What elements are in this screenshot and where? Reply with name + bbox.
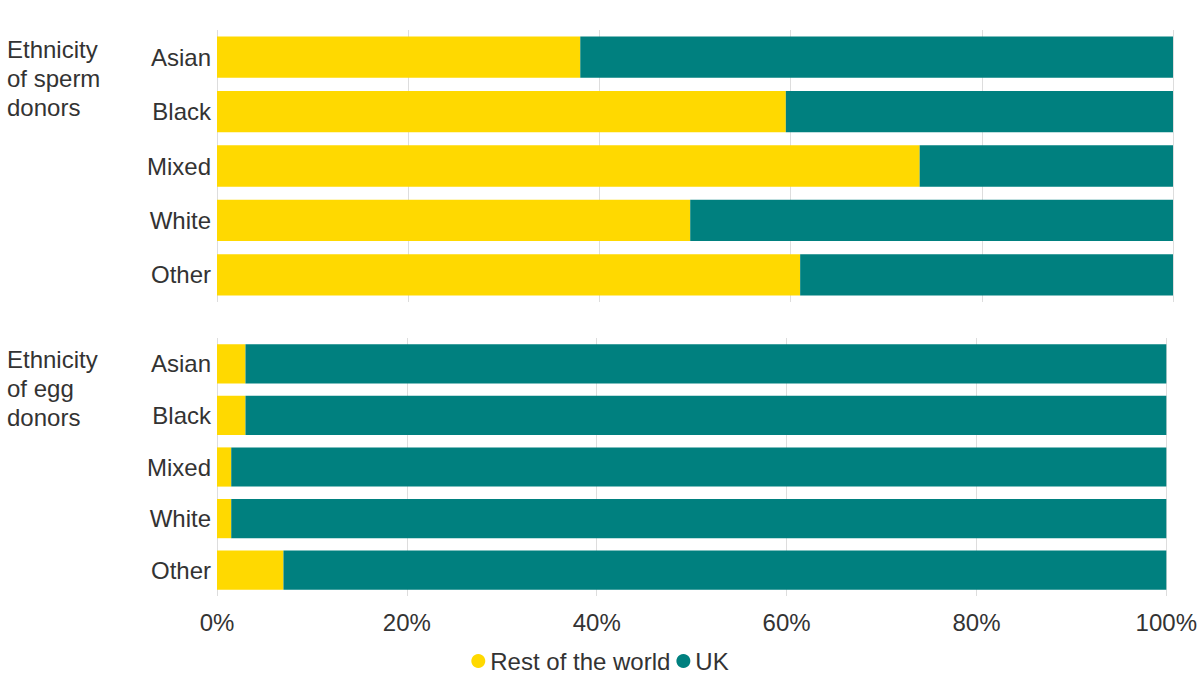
svg-text:White: White (150, 207, 211, 234)
svg-text:20%: 20% (383, 609, 431, 636)
svg-text:Rest of the world: Rest of the world (490, 648, 670, 675)
svg-text:Black: Black (152, 98, 212, 125)
svg-text:100%: 100% (1136, 609, 1197, 636)
svg-text:White: White (150, 505, 211, 532)
svg-text:of sperm: of sperm (7, 65, 100, 92)
svg-text:of egg: of egg (7, 375, 74, 402)
svg-text:80%: 80% (952, 609, 1000, 636)
svg-text:Black: Black (152, 402, 212, 429)
svg-text:Ethnicity: Ethnicity (7, 346, 98, 373)
svg-text:40%: 40% (573, 609, 621, 636)
svg-text:Mixed: Mixed (147, 454, 211, 481)
svg-text:Other: Other (151, 261, 211, 288)
svg-text:donors: donors (7, 94, 80, 121)
svg-text:0%: 0% (200, 609, 235, 636)
svg-text:donors: donors (7, 404, 80, 431)
svg-text:Ethnicity: Ethnicity (7, 36, 98, 63)
svg-text:Mixed: Mixed (147, 153, 211, 180)
svg-text:UK: UK (695, 648, 728, 675)
svg-text:Asian: Asian (151, 44, 211, 71)
svg-text:60%: 60% (763, 609, 811, 636)
svg-text:Asian: Asian (151, 350, 211, 377)
svg-text:Other: Other (151, 557, 211, 584)
